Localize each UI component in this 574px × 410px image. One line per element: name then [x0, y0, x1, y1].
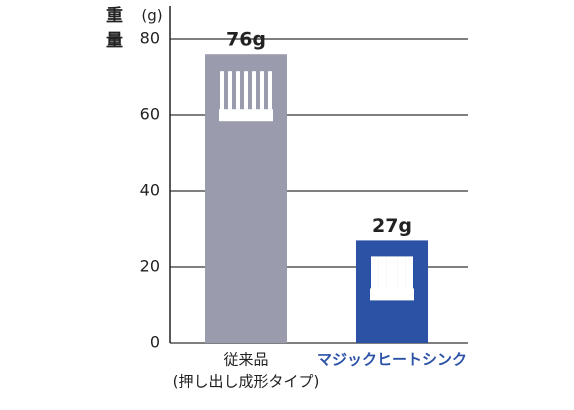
- icon-fin: [220, 71, 224, 116]
- icon-fin: [228, 71, 232, 116]
- icon-fin: [393, 256, 398, 295]
- icon-fin: [236, 71, 240, 116]
- y-axis-unit: (g): [141, 7, 162, 25]
- icon-fin: [397, 256, 402, 295]
- heatsink-icon: [219, 71, 273, 122]
- icon-fin: [371, 256, 375, 295]
- icon-fin: [386, 256, 391, 295]
- heatsink-icon: [370, 256, 414, 301]
- y-axis-title: 重量: [102, 5, 123, 56]
- y-tick-label: 60: [140, 105, 160, 124]
- icons: [219, 71, 414, 301]
- value-label: 76g: [226, 29, 266, 51]
- icon-fin: [268, 71, 272, 116]
- value-label: 27g: [372, 215, 412, 237]
- icon-fin: [260, 71, 264, 116]
- icon-fin: [252, 71, 256, 116]
- icon-fin: [382, 256, 387, 295]
- x-tick-label: 従来品: [223, 351, 268, 369]
- icon-fin: [405, 256, 410, 295]
- x-tick-label: (押し出し成形タイプ): [173, 373, 320, 391]
- y-tick-label: 20: [140, 257, 160, 276]
- icon-fin: [401, 256, 406, 295]
- icon-fin: [244, 71, 248, 116]
- icon-fin: [378, 256, 383, 295]
- x-tick-label: マジックヒートシンク: [317, 351, 467, 369]
- y-tick-label: 80: [140, 29, 160, 48]
- y-tick-label: 40: [140, 181, 160, 200]
- y-tick-label: 0: [150, 333, 160, 352]
- icon-fin: [390, 256, 394, 295]
- icon-fin: [409, 256, 413, 295]
- icon-fin: [374, 256, 379, 295]
